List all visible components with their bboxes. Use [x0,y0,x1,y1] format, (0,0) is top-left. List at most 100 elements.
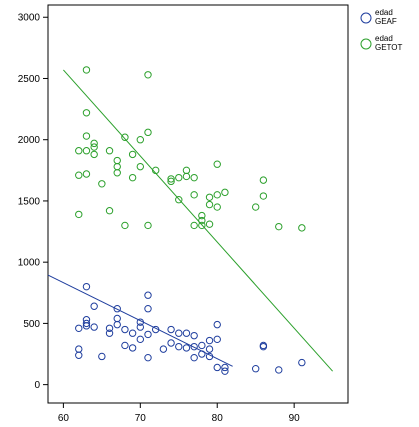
data-point-series-2 [82,132,91,140]
data-point-series-2 [144,128,152,137]
data-points [75,66,306,375]
data-point-series-1 [98,352,106,361]
data-point-series-2 [167,175,175,183]
legend-label: edad GETOT [375,34,403,52]
data-point-series-1 [136,335,145,344]
data-point-series-2 [128,150,137,159]
data-point-series-2 [82,147,91,155]
data-point-series-2 [205,220,214,228]
y-tick-label: 2500 [18,74,41,85]
y-tick-label: 1500 [18,196,41,207]
y-tick-label: 1000 [18,258,41,269]
data-point-series-1 [75,324,83,332]
data-point-series-1 [259,342,268,351]
legend-label: edad GEAF [375,8,397,26]
data-point-series-2 [198,216,206,225]
data-point-series-2 [275,222,283,231]
data-point-series-1 [113,314,121,323]
data-point-series-1 [159,345,168,353]
data-point-series-2 [144,221,152,230]
data-point-series-2 [259,192,268,200]
data-point-series-1 [144,291,152,299]
data-point-series-2 [175,173,183,182]
y-tick-label: 0 [34,380,40,391]
data-point-series-2 [105,147,114,155]
data-point-series-2 [90,139,98,148]
data-point-series-2 [136,136,145,144]
data-point-series-1 [128,329,137,337]
data-point-series-1 [190,331,198,340]
data-point-series-2 [198,221,206,230]
data-point-series-2 [213,191,221,199]
data-point-series-2 [182,172,191,181]
data-point-series-2 [98,180,106,188]
data-point-series-1 [113,305,121,313]
data-point-series-2 [175,196,183,204]
data-point-series-2 [198,211,206,220]
data-point-series-1 [198,341,206,350]
data-point-series-2 [221,188,229,197]
data-point-series-2 [144,71,152,79]
data-point-series-2 [75,171,83,179]
data-point-series-1 [167,325,175,334]
plot-area [47,4,349,404]
data-point-series-2 [298,224,306,232]
data-point-series-2 [251,203,260,211]
data-point-series-2 [82,66,91,74]
data-point-series-2 [205,200,214,209]
data-point-series-2 [90,150,98,159]
data-point-series-1 [221,367,229,375]
y-tick-label: 2000 [18,135,41,146]
legend: edad GEAF edad GETOT [360,8,403,52]
data-point-series-1 [182,344,191,352]
y-tick-label: 500 [23,319,40,330]
data-point-series-2 [90,143,98,151]
data-point-series-1 [136,323,145,331]
legend-marker [360,38,372,50]
legend-marker [360,12,372,24]
data-point-series-1 [82,322,91,330]
data-point-series-2 [205,193,214,201]
data-point-series-1 [205,352,214,361]
data-point-series-2 [190,221,198,230]
y-tick-label: 3000 [18,13,41,24]
data-point-series-2 [213,160,221,168]
data-point-series-1 [90,302,98,310]
data-point-series-1 [121,325,129,334]
data-point-series-1 [175,329,183,337]
x-axis: 60 70 80 90 [58,403,300,424]
data-point-series-1 [75,351,83,359]
x-tick-label: 80 [212,413,224,424]
data-point-series-1 [190,353,198,362]
data-point-series-1 [182,329,191,337]
data-point-series-2 [75,147,83,155]
data-point-series-2 [151,166,160,175]
x-tick-label: 70 [135,413,147,424]
data-point-series-1 [251,365,260,373]
data-point-series-1 [198,350,206,358]
data-point-series-2 [82,170,91,178]
data-point-series-1 [275,366,283,374]
data-point-series-1 [213,320,221,329]
data-point-series-1 [121,341,129,350]
data-point-series-1 [105,324,114,332]
data-point-series-1 [298,358,306,367]
data-point-series-2 [82,109,91,117]
data-point-series-1 [213,335,221,344]
data-point-series-1 [151,325,160,334]
data-point-series-1 [190,342,198,351]
data-point-series-2 [190,191,198,199]
data-point-series-1 [221,363,229,372]
data-point-series-2 [190,173,198,182]
data-point-series-1 [105,329,114,337]
data-point-series-1 [205,336,214,345]
data-point-series-1 [128,344,137,352]
data-point-series-1 [213,363,221,372]
data-point-series-1 [175,342,183,351]
data-point-series-2 [121,221,129,230]
data-point-series-2 [136,162,145,171]
y-axis: 0 500 1000 1500 2000 2500 3000 [18,13,48,391]
x-tick-label: 60 [58,413,70,424]
data-point-series-1 [82,319,91,328]
